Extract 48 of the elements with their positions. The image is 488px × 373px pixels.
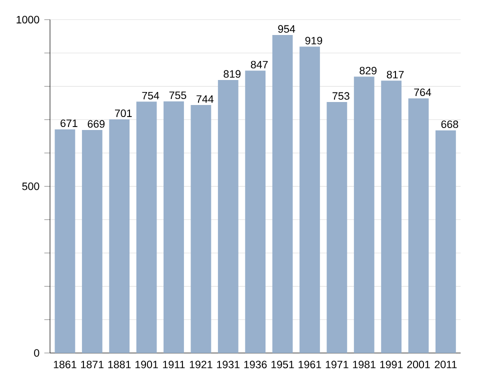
bar bbox=[326, 102, 348, 353]
data-label: 819 bbox=[224, 70, 241, 78]
y-tick-label: 500 bbox=[22, 182, 40, 190]
data-label: 669 bbox=[88, 120, 105, 128]
data-label: 671 bbox=[60, 120, 78, 128]
data-label: 919 bbox=[305, 36, 322, 44]
bar bbox=[109, 119, 130, 353]
data-label: 744 bbox=[196, 95, 214, 103]
data-label: 817 bbox=[386, 70, 404, 78]
x-tick-label: 1911 bbox=[163, 360, 185, 368]
bar bbox=[54, 129, 76, 353]
bar bbox=[245, 70, 266, 353]
data-label: 668 bbox=[441, 120, 458, 128]
x-tick-label: 1901 bbox=[136, 360, 158, 368]
x-tick-label: 1981 bbox=[353, 360, 376, 368]
x-tick-label: 2001 bbox=[407, 360, 430, 368]
x-tick-label: 1971 bbox=[326, 360, 348, 368]
bar bbox=[436, 130, 456, 353]
data-label: 954 bbox=[278, 25, 296, 33]
bar bbox=[218, 80, 238, 353]
x-tick-label: 2011 bbox=[434, 360, 457, 368]
bar bbox=[408, 98, 429, 353]
data-label: 701 bbox=[115, 110, 132, 118]
x-tick-label: 1921 bbox=[190, 360, 212, 368]
bar bbox=[354, 76, 374, 353]
data-label: 753 bbox=[332, 92, 350, 100]
data-label: 755 bbox=[169, 92, 186, 100]
bar bbox=[272, 34, 293, 353]
x-tick-label: 1881 bbox=[108, 360, 131, 368]
bar bbox=[381, 80, 402, 353]
bar bbox=[136, 102, 157, 353]
x-tick-label: 1861 bbox=[54, 360, 76, 368]
bar bbox=[300, 46, 320, 353]
y-tick-label: 1000 bbox=[16, 16, 40, 24]
data-label: 764 bbox=[414, 88, 432, 96]
y-tick-label: 0 bbox=[34, 349, 40, 357]
x-tick-label: 1931 bbox=[217, 360, 240, 368]
bar bbox=[190, 104, 212, 353]
bar bbox=[82, 130, 102, 353]
x-tick-label: 1961 bbox=[298, 360, 322, 368]
x-tick-label: 1936 bbox=[244, 360, 267, 368]
bar bbox=[164, 101, 184, 353]
data-label: 829 bbox=[360, 66, 376, 74]
x-tick-label: 1871 bbox=[81, 360, 104, 368]
data-label: 754 bbox=[142, 92, 160, 100]
x-tick-label: 1991 bbox=[380, 360, 403, 368]
data-label: 847 bbox=[250, 60, 268, 68]
x-tick-label: 1951 bbox=[271, 360, 294, 368]
